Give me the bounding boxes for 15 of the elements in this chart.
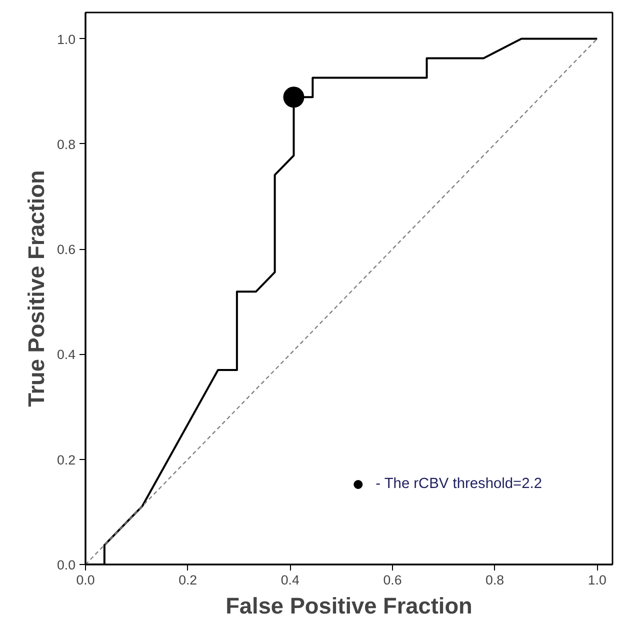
x-tick-label: 0.8: [486, 572, 504, 588]
y-tick-label: 0.6: [56, 242, 76, 258]
x-tick-label: 0.0: [76, 572, 95, 588]
y-tick-label: 0.0: [56, 558, 76, 572]
x-tick-label: 0.4: [280, 572, 300, 588]
legend-label: - The rCBV threshold=2.2: [376, 476, 542, 492]
y-tick-label: 1.0: [56, 32, 76, 47]
x-tick-label: 0.6: [383, 572, 402, 588]
y-tick-label: 0.2: [56, 452, 76, 468]
y-tick-label: 0.8: [56, 136, 76, 152]
x-axis-title: False Positive Fraction: [226, 592, 472, 618]
x-tick-label: 1.0: [588, 572, 606, 588]
y-axis-title: True Positive Fraction: [22, 170, 49, 407]
x-tick-label: 0.2: [178, 572, 198, 588]
y-tick-label: 0.4: [56, 347, 76, 362]
